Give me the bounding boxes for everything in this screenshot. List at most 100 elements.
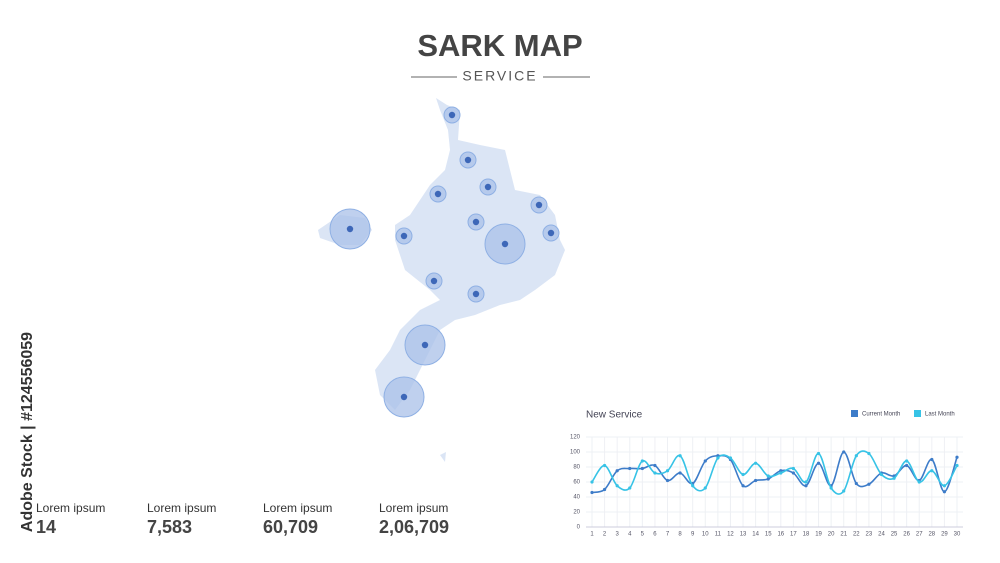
x-tick-label: 4 bbox=[628, 532, 632, 538]
point bbox=[628, 486, 632, 490]
stat-label: Lorem ipsum bbox=[147, 501, 216, 515]
stat-label: Lorem ipsum bbox=[36, 501, 105, 515]
point bbox=[628, 466, 632, 471]
bubble-dot bbox=[484, 183, 492, 191]
bubble-dot bbox=[421, 341, 429, 349]
point bbox=[942, 490, 947, 494]
island bbox=[440, 452, 446, 462]
x-tick-label: 27 bbox=[916, 532, 923, 538]
stat-value: 2,06,709 bbox=[379, 517, 449, 537]
x-tick-label: 21 bbox=[840, 532, 847, 538]
title: SARK MAP bbox=[417, 28, 582, 63]
bubble-dot bbox=[400, 393, 408, 401]
point bbox=[716, 456, 720, 460]
x-tick-label: 9 bbox=[691, 532, 695, 538]
point bbox=[930, 457, 934, 462]
point bbox=[879, 472, 884, 477]
point bbox=[854, 481, 858, 486]
y-tick-label: 80 bbox=[573, 465, 580, 471]
point bbox=[816, 461, 821, 465]
x-tick-label: 7 bbox=[666, 532, 670, 538]
bubble-dot bbox=[434, 190, 442, 198]
x-tick-label: 24 bbox=[878, 532, 885, 538]
point bbox=[640, 466, 644, 471]
point bbox=[766, 474, 770, 478]
point bbox=[640, 459, 644, 463]
x-tick-label: 2 bbox=[603, 532, 607, 538]
point bbox=[766, 477, 770, 481]
point bbox=[703, 459, 707, 463]
point bbox=[955, 455, 959, 459]
x-tick-label: 14 bbox=[752, 532, 759, 538]
point bbox=[678, 454, 682, 458]
point bbox=[590, 480, 594, 484]
x-tick-label: 26 bbox=[903, 532, 910, 538]
point bbox=[602, 463, 607, 468]
point bbox=[905, 459, 909, 463]
bubble-dot bbox=[501, 240, 509, 248]
x-tick-label: 22 bbox=[853, 532, 860, 538]
point bbox=[590, 490, 594, 495]
point bbox=[779, 471, 783, 475]
point bbox=[754, 478, 758, 483]
x-tick-label: 15 bbox=[765, 532, 772, 538]
bubble-dot bbox=[472, 290, 480, 298]
island bbox=[375, 98, 565, 410]
legend-label: Last Month bbox=[925, 412, 955, 418]
point bbox=[653, 463, 657, 468]
stat-value: 7,583 bbox=[147, 517, 192, 537]
point bbox=[842, 450, 846, 454]
x-tick-label: 12 bbox=[727, 532, 734, 538]
x-tick-label: 25 bbox=[891, 532, 898, 538]
point bbox=[854, 454, 858, 458]
point bbox=[816, 451, 821, 456]
point bbox=[615, 469, 619, 473]
x-tick-label: 29 bbox=[941, 532, 948, 538]
bubble-dot bbox=[547, 229, 555, 237]
x-tick-label: 1 bbox=[590, 532, 594, 538]
y-tick-label: 100 bbox=[570, 450, 581, 456]
point bbox=[955, 463, 959, 468]
point bbox=[804, 484, 808, 488]
point bbox=[653, 471, 657, 475]
point bbox=[791, 471, 795, 475]
y-tick-label: 0 bbox=[577, 525, 581, 531]
x-tick-label: 16 bbox=[777, 532, 784, 538]
x-tick-label: 5 bbox=[641, 532, 645, 538]
stat-label: Lorem ipsum bbox=[379, 501, 448, 515]
x-tick-label: 17 bbox=[790, 532, 797, 538]
stat-value: 14 bbox=[36, 517, 56, 537]
side-label: Adobe Stock | #124556059 bbox=[19, 332, 36, 532]
stat-label: Lorem ipsum bbox=[263, 501, 332, 515]
chart-title: New Service bbox=[586, 410, 643, 421]
point bbox=[804, 480, 808, 484]
y-tick-label: 20 bbox=[573, 510, 580, 516]
point bbox=[867, 482, 871, 486]
bubble-dot bbox=[448, 111, 456, 119]
point bbox=[930, 469, 934, 473]
point bbox=[892, 476, 896, 480]
x-tick-label: 11 bbox=[715, 532, 722, 538]
series-line bbox=[591, 450, 958, 495]
legend-label: Current Month bbox=[862, 412, 900, 418]
point bbox=[665, 478, 670, 483]
x-tick-label: 13 bbox=[740, 532, 747, 538]
stats: Lorem ipsum 14 Lorem ipsum 7,583 Lorem ipsum… bbox=[36, 501, 449, 537]
y-tick-label: 120 bbox=[570, 435, 581, 441]
x-tick-label: 19 bbox=[815, 532, 822, 538]
bubble-dot bbox=[430, 277, 438, 285]
x-tick-label: 8 bbox=[678, 532, 682, 538]
stat-value: 60,709 bbox=[263, 517, 318, 537]
point bbox=[829, 486, 833, 490]
bubble-dot bbox=[535, 201, 543, 209]
bubble-dot bbox=[464, 156, 472, 164]
point bbox=[779, 469, 783, 473]
point bbox=[741, 484, 745, 488]
point bbox=[905, 463, 909, 468]
y-tick-label: 40 bbox=[573, 495, 580, 501]
point bbox=[615, 484, 619, 488]
point bbox=[678, 471, 682, 475]
bubble-dot bbox=[472, 218, 480, 226]
